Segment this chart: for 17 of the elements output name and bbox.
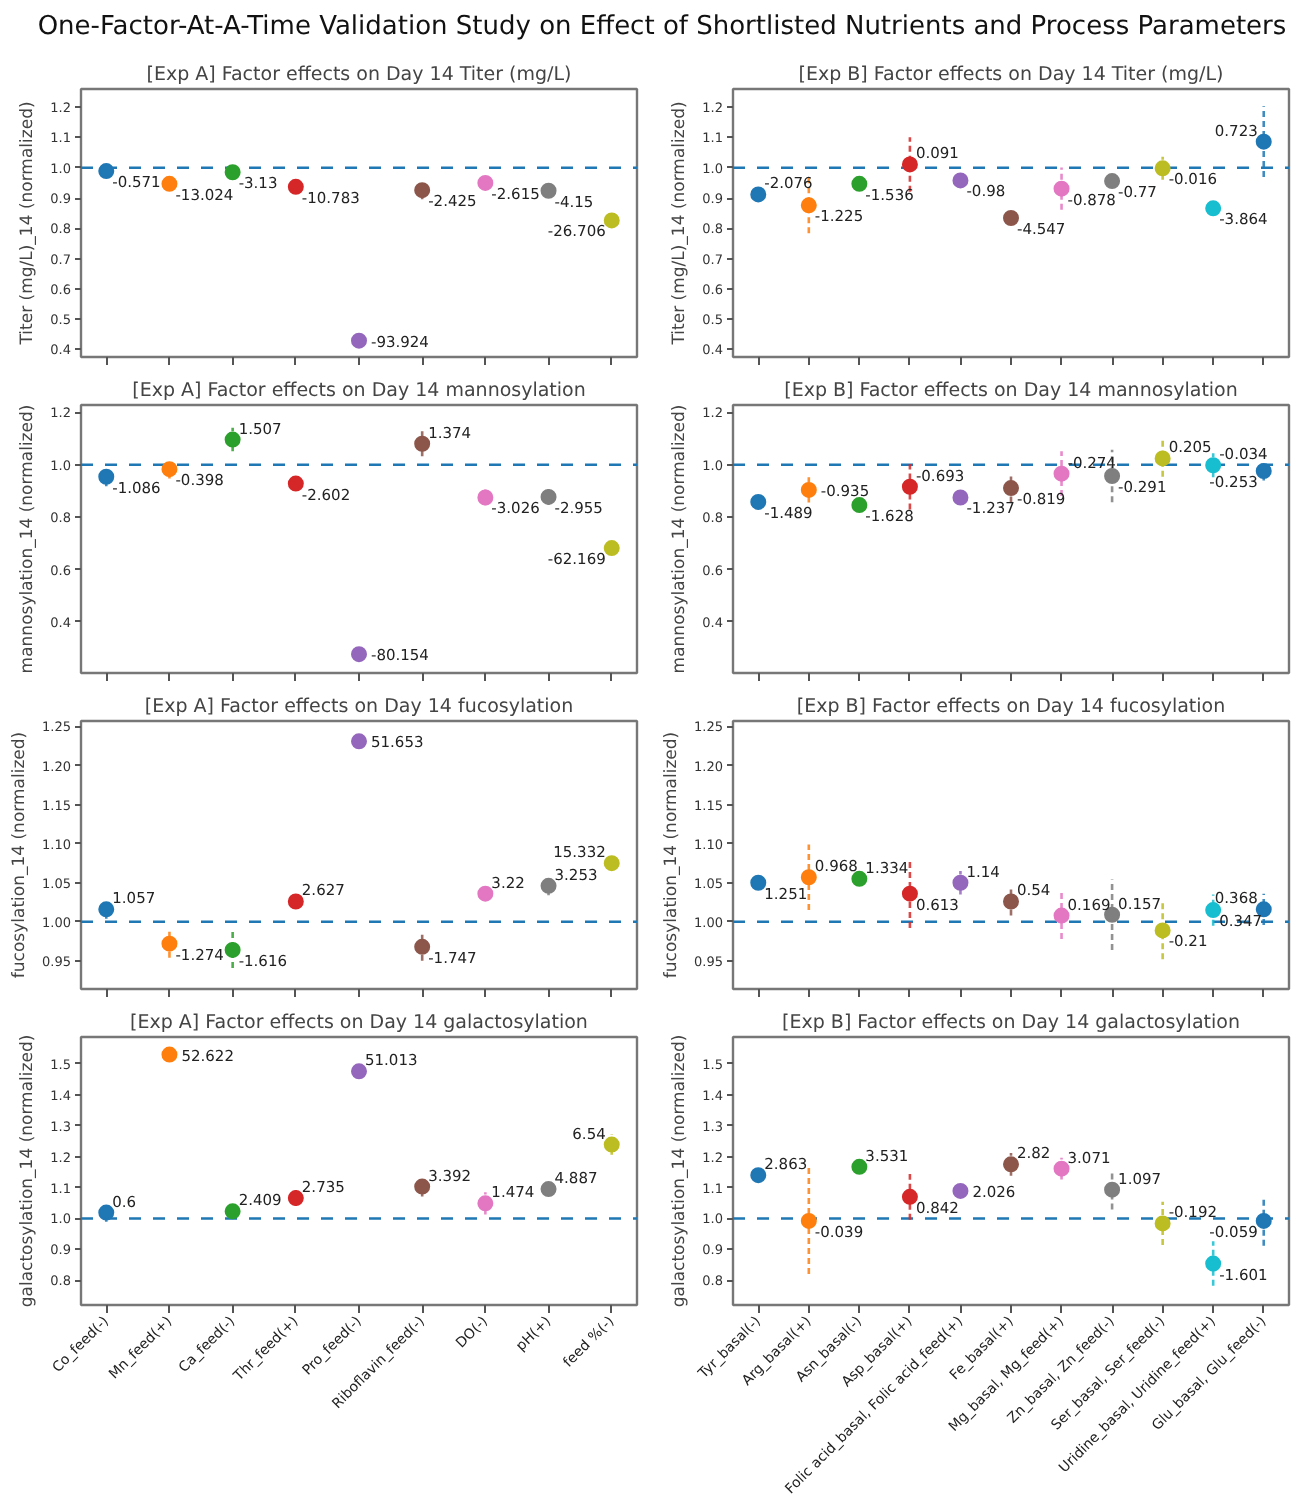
y-axis-title: fucosylation_14 (normalized) <box>10 731 31 979</box>
y-axis-title: Titer (mg/L)_14 (normalized) <box>18 101 39 347</box>
chart-title: [Exp B] Factor effects on Day 14 galactosylation <box>782 1012 1240 1034</box>
chart-title: [Exp A] Factor effects on Day 14 mannosylation <box>132 380 586 402</box>
chart-title: [Exp B] Factor effects on Day 14 fucosylation <box>796 696 1226 718</box>
chart-title: [Exp A] Factor effects on Day 14 fucosylation <box>144 696 574 718</box>
y-axis-title: galactosylation_14 (normalized) <box>670 1034 691 1308</box>
chart-title: [Exp A] Factor effects on Day 14 galactosylation <box>130 1012 588 1034</box>
chart-title: [Exp A] Factor effects on Day 14 Titer (mg/L) <box>146 64 572 86</box>
y-axis-title: mannosylation_14 (normalized) <box>670 404 691 674</box>
chart-title: [Exp B] Factor effects on Day 14 mannosylation <box>784 380 1238 402</box>
y-axis-title: Titer (mg/L)_14 (normalized) <box>670 101 691 347</box>
y-axis-title: fucosylation_14 (normalized) <box>662 731 683 979</box>
y-axis-title: mannosylation_14 (normalized) <box>18 404 39 674</box>
chart-title: [Exp B] Factor effects on Day 14 Titer (mg/L) <box>798 64 1224 86</box>
text: One-Factor-At-A-Time Validation Study on Effect of Shortlisted Nutrients and Process Parameters <box>37 10 1287 46</box>
y-axis-title: galactosylation_14 (normalized) <box>18 1034 39 1308</box>
